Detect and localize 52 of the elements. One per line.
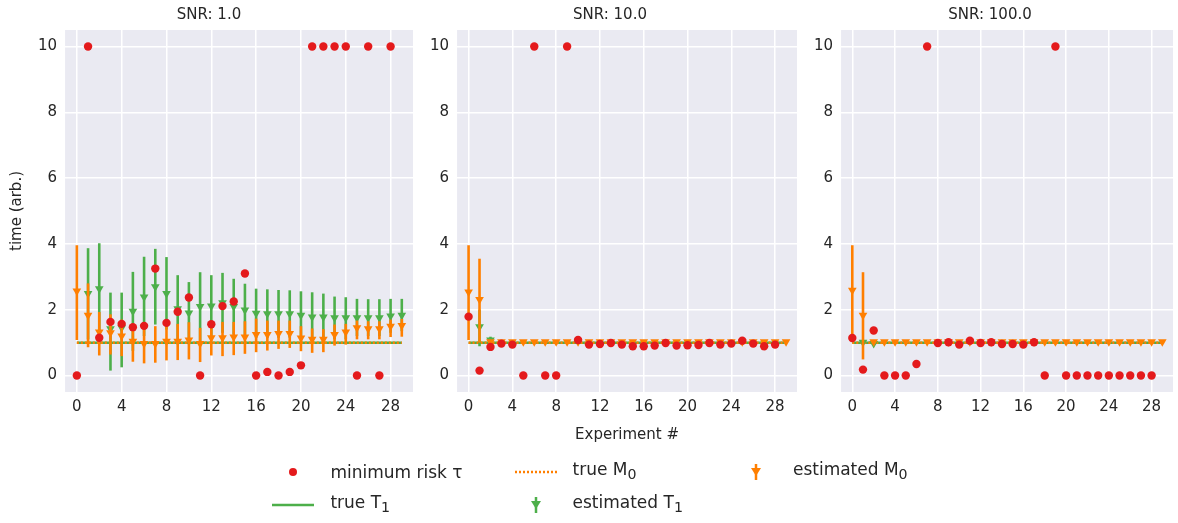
x-tick-label: 4 xyxy=(116,396,127,415)
x-tick-label: 0 xyxy=(463,396,474,415)
x-tick-label: 24 xyxy=(1099,396,1119,415)
chart-title: SNR: 10.0 xyxy=(573,4,647,23)
y-tick-label: 10 xyxy=(429,36,450,55)
x-tick-label: 0 xyxy=(72,396,82,415)
x-tick-label: 12 xyxy=(590,396,610,415)
y-tick-label: 0 xyxy=(823,365,834,384)
x-axis-title: Experiment # xyxy=(575,424,680,443)
x-tick-label: 24 xyxy=(336,396,356,415)
x-tick-label: 4 xyxy=(507,396,518,415)
y-tick-label: 10 xyxy=(813,36,834,55)
y-tick-label: 0 xyxy=(439,365,450,384)
x-tick-label: 12 xyxy=(971,396,991,415)
x-tick-label: 20 xyxy=(291,396,311,415)
x-tick-label: 0 xyxy=(847,396,858,415)
y-tick-label: 4 xyxy=(47,233,58,252)
y-tick-label: 6 xyxy=(439,167,450,186)
x-tick-label: 8 xyxy=(933,396,943,415)
y-tick-label: 2 xyxy=(47,299,58,318)
legend-label: true M$_{0}$ xyxy=(572,458,637,485)
y-axis-title: time (arb.) xyxy=(6,170,25,252)
x-tick-label: 20 xyxy=(1056,396,1076,415)
x-tick-label: 12 xyxy=(201,396,221,415)
x-tick-label: 16 xyxy=(634,396,654,415)
x-tick-label: 16 xyxy=(1013,396,1033,415)
y-tick-label: 10 xyxy=(37,36,58,55)
x-tick-label: 28 xyxy=(381,396,401,415)
y-tick-label: 8 xyxy=(439,102,450,121)
y-tick-label: 2 xyxy=(823,299,834,318)
x-tick-label: 8 xyxy=(161,396,172,415)
y-tick-label: 0 xyxy=(47,365,58,384)
y-tick-label: 8 xyxy=(823,102,834,121)
x-tick-label: 28 xyxy=(765,396,785,415)
legend-label: minimum risk τ xyxy=(330,460,463,483)
y-tick-label: 6 xyxy=(823,167,834,186)
legend-label: true T$_{1}$ xyxy=(330,491,391,518)
legend-label: estimated M$_{0}$ xyxy=(792,458,908,485)
chart-title: SNR: 1.0 xyxy=(176,4,242,23)
x-tick-label: 8 xyxy=(551,396,561,415)
x-tick-label: 16 xyxy=(246,396,266,415)
y-tick-label: 2 xyxy=(439,299,450,318)
y-tick-label: 4 xyxy=(823,233,834,252)
y-tick-label: 8 xyxy=(47,102,58,121)
chart-title: SNR: 100.0 xyxy=(948,4,1032,23)
x-tick-label: 24 xyxy=(721,396,741,415)
y-tick-label: 4 xyxy=(439,233,450,252)
x-tick-label: 4 xyxy=(890,396,900,415)
legend-label: estimated T$_{1}$ xyxy=(572,491,683,518)
x-tick-label: 20 xyxy=(677,396,698,415)
y-tick-label: 6 xyxy=(47,167,58,186)
x-tick-label: 28 xyxy=(1142,396,1162,415)
